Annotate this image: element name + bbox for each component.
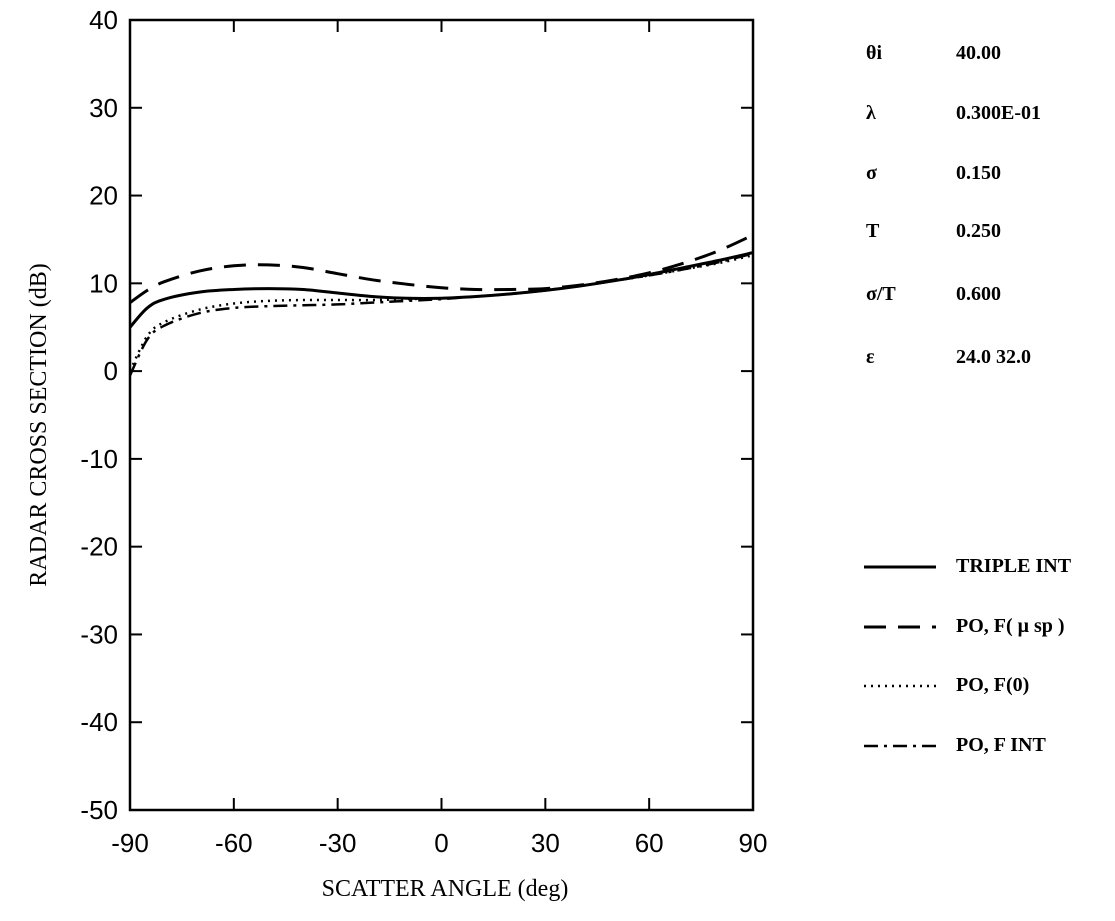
y-tick-label: -10	[80, 444, 118, 474]
x-tick-label: -90	[111, 828, 149, 858]
series-line-solid	[128, 251, 754, 329]
y-tick-label: 0	[104, 356, 118, 386]
parameter-value: 0.150	[956, 162, 1001, 184]
x-tick-label: -60	[215, 828, 253, 858]
legend-label: PO, F INT	[956, 734, 1046, 756]
parameter-symbol: σ/T	[866, 283, 896, 305]
x-tick-label: -30	[319, 828, 357, 858]
y-tick-label: -40	[80, 707, 118, 737]
legend-item: PO, F INT	[860, 732, 1110, 762]
legend-item: TRIPLE INT	[860, 553, 1110, 583]
x-tick-label: 90	[739, 828, 768, 858]
parameter-symbol: λ	[866, 102, 876, 124]
tick-labels: -90 -60 -30 0 30 60 90 40 30 20 10 0 -10 -20 -30 -40 -50	[80, 5, 767, 858]
y-tick-label: 20	[89, 181, 118, 211]
legend-label: PO, F( μ sp )	[956, 615, 1065, 637]
series-line-dotted	[128, 254, 754, 372]
x-axis-title: SCATTER ANGLE (deg)	[322, 876, 569, 902]
x-tick-label: 0	[434, 828, 448, 858]
parameter-value: 0.300E-01	[956, 102, 1041, 124]
parameter-value: 0.600	[956, 283, 1001, 305]
legend-label: TRIPLE INT	[956, 555, 1072, 577]
legend-item: PO, F(0)	[860, 672, 1110, 702]
x-tick-label: 60	[635, 828, 664, 858]
parameter-symbol: θi	[866, 42, 882, 64]
series-lines	[128, 233, 754, 377]
y-axis-title: RADAR CROSS SECTION (dB)	[26, 263, 52, 586]
parameter-symbol: ε	[866, 346, 875, 368]
y-tick-label: 30	[89, 93, 118, 123]
legend-swatch-dotted	[864, 684, 936, 688]
x-tick-label: 30	[531, 828, 560, 858]
legend-swatch-solid	[864, 565, 936, 569]
y-tick-label: -20	[80, 532, 118, 562]
parameter-value: 0.250	[956, 220, 1001, 242]
plot-border	[128, 18, 755, 812]
series-line-dash-dot	[128, 252, 754, 377]
parameter-symbol: T	[866, 220, 880, 242]
plot-frame	[128, 18, 755, 812]
y-tick-label: 40	[89, 5, 118, 35]
parameter-value: 40.00	[956, 42, 1001, 64]
axis-ticks	[129, 19, 754, 811]
y-tick-label: -30	[80, 619, 118, 649]
legend-item: PO, F( μ sp )	[860, 613, 1110, 643]
y-tick-label: -50	[80, 795, 118, 825]
legend-label: PO, F(0)	[956, 674, 1030, 696]
series-line-dashed	[129, 233, 754, 304]
y-tick-label: 10	[89, 268, 118, 298]
parameter-value: 24.0 32.0	[956, 346, 1031, 368]
legend-swatch-dashed	[864, 625, 936, 629]
legend-swatch-dash-dot	[864, 744, 936, 748]
parameter-symbol: σ	[866, 162, 877, 184]
